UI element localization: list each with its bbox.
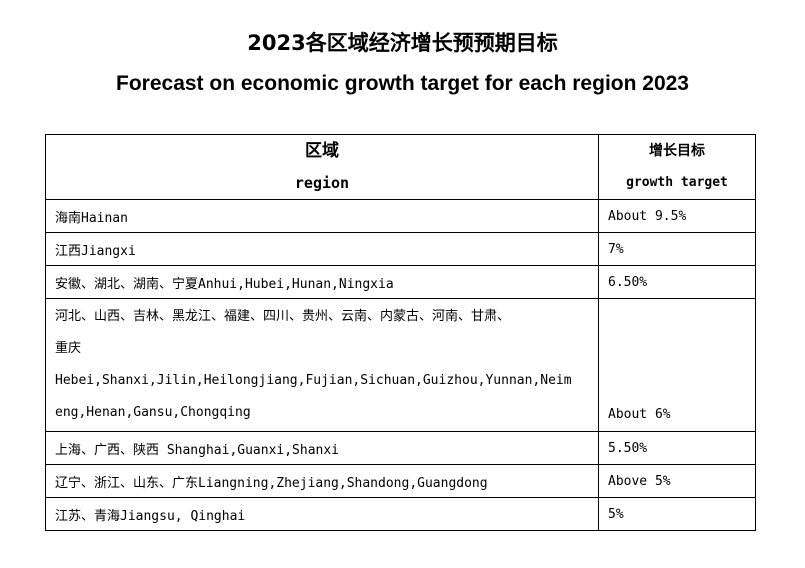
page-title-english: Forecast on economic growth target for e… xyxy=(116,72,689,95)
target-cell: About 6% xyxy=(598,298,756,432)
page-title-chinese: 2023各区域经济增长预预期目标 xyxy=(247,31,558,55)
table-header-row: 区域 region 增长目标 growth target xyxy=(45,134,756,200)
region-cell: 河北、山西、吉林、黑龙江、福建、四川、贵州、云南、内蒙古、河南、甘肃、 重庆 H… xyxy=(45,298,599,432)
table-row: 江西Jiangxi 7% xyxy=(45,232,756,266)
table-row: 海南Hainan About 9.5% xyxy=(45,199,756,233)
header-region-cn: 区域 xyxy=(305,141,339,161)
target-cell: 5.50% xyxy=(598,431,756,465)
header-target-cell: 增长目标 growth target xyxy=(598,134,756,200)
target-cell: Above 5% xyxy=(598,464,756,498)
header-target-en: growth target xyxy=(626,175,728,190)
region-line: Hebei,Shanxi,Jilin,Heilongjiang,Fujian,S… xyxy=(55,373,572,388)
region-cell: 辽宁、浙江、山东、广东Liangning,Zhejiang,Shandong,G… xyxy=(45,464,599,498)
table-row: 河北、山西、吉林、黑龙江、福建、四川、贵州、云南、内蒙古、河南、甘肃、 重庆 H… xyxy=(45,298,756,432)
region-line: 重庆 xyxy=(55,341,82,356)
region-cell: 安徽、湖北、湖南、宁夏Anhui,Hubei,Hunan,Ningxia xyxy=(45,265,599,299)
growth-target-table: 区域 region 增长目标 growth target 海南Hainan Ab… xyxy=(45,134,756,531)
target-cell: 5% xyxy=(598,497,756,531)
target-cell: 7% xyxy=(598,232,756,266)
region-cell: 上海、广西、陕西 Shanghai,Guanxi,Shanxi xyxy=(45,431,599,465)
region-cell: 海南Hainan xyxy=(45,199,599,233)
table-row: 上海、广西、陕西 Shanghai,Guanxi,Shanxi 5.50% xyxy=(45,431,756,465)
region-line: eng,Henan,Gansu,Chongqing xyxy=(55,405,251,420)
region-cell: 江西Jiangxi xyxy=(45,232,599,266)
header-region-en: region xyxy=(294,174,350,192)
region-cell: 江苏、青海Jiangsu, Qinghai xyxy=(45,497,599,531)
header-region-cell: 区域 region xyxy=(45,134,599,200)
region-line: 河北、山西、吉林、黑龙江、福建、四川、贵州、云南、内蒙古、河南、甘肃、 xyxy=(55,309,511,324)
table-row: 江苏、青海Jiangsu, Qinghai 5% xyxy=(45,497,756,531)
table-row: 辽宁、浙江、山东、广东Liangning,Zhejiang,Shandong,G… xyxy=(45,464,756,498)
table-row: 安徽、湖北、湖南、宁夏Anhui,Hubei,Hunan,Ningxia 6.5… xyxy=(45,265,756,299)
header-target-cn: 增长目标 xyxy=(649,143,705,159)
target-cell: About 9.5% xyxy=(598,199,756,233)
target-cell: 6.50% xyxy=(598,265,756,299)
